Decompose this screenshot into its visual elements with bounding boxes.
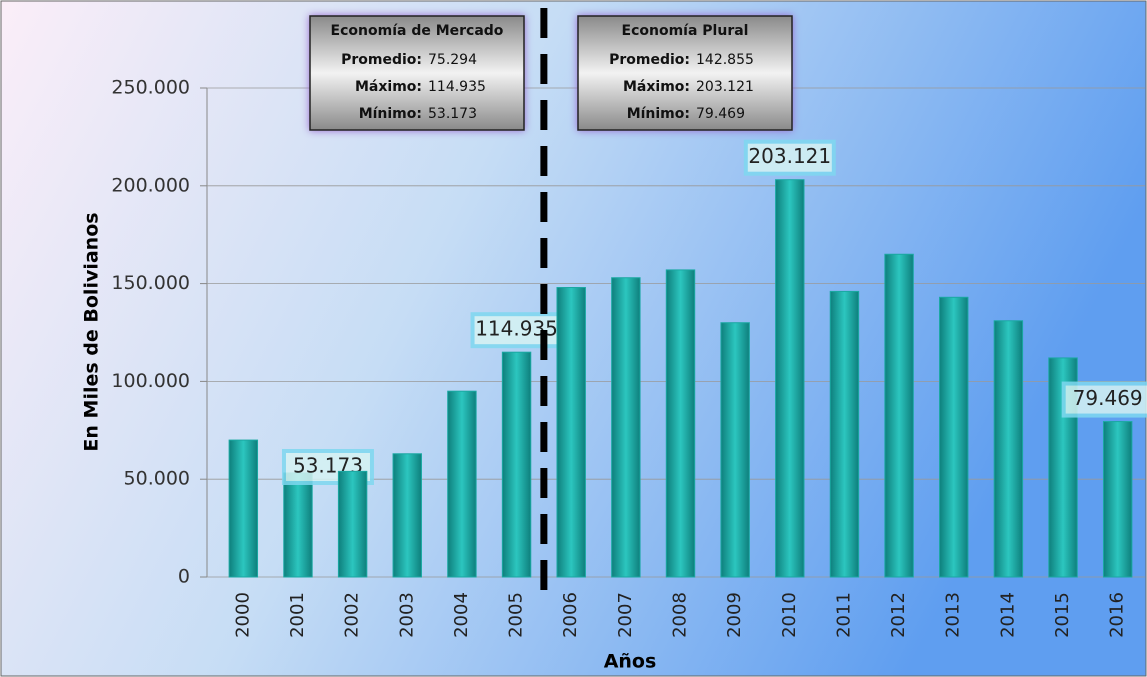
annotation-box bbox=[309, 15, 525, 131]
annotation-label: Mínimo: bbox=[627, 106, 690, 122]
bar bbox=[993, 320, 1024, 578]
bar bbox=[775, 179, 805, 578]
x-tick-label: 2000 bbox=[232, 592, 253, 638]
x-tick-label: 2015 bbox=[1052, 592, 1073, 638]
x-tick-label: 2002 bbox=[342, 592, 363, 638]
x-tick-label: 2008 bbox=[670, 592, 691, 638]
x-axis-title: Años bbox=[604, 651, 657, 673]
bar bbox=[501, 351, 532, 578]
annotation-value: 142.855 bbox=[696, 52, 754, 68]
annotation-value: 203.121 bbox=[696, 79, 754, 95]
annotation-title: Economía Plural bbox=[622, 23, 749, 39]
y-tick-label: 250.000 bbox=[111, 77, 190, 99]
bar bbox=[611, 277, 641, 578]
x-tick-label: 2005 bbox=[506, 592, 527, 638]
bar bbox=[283, 472, 313, 578]
bar bbox=[720, 322, 750, 578]
x-tick-label: 2006 bbox=[560, 592, 581, 638]
annotation-label: Mínimo: bbox=[359, 106, 422, 122]
bar bbox=[829, 290, 860, 578]
bar bbox=[447, 390, 477, 578]
x-tick-label: 2011 bbox=[833, 592, 854, 638]
y-tick-label: 0 bbox=[178, 566, 190, 588]
x-tick-label: 2009 bbox=[724, 592, 745, 638]
bar bbox=[1102, 421, 1133, 578]
annotation-value: 79.469 bbox=[696, 106, 745, 122]
bar bbox=[884, 253, 914, 578]
annotation-label: Promedio: bbox=[341, 52, 422, 68]
x-tick-label: 2001 bbox=[287, 592, 308, 638]
annotation-label: Promedio: bbox=[609, 52, 690, 68]
x-tick-label: 2016 bbox=[1107, 592, 1128, 638]
annotation-box bbox=[577, 15, 793, 131]
annotation-value: 53.173 bbox=[428, 106, 477, 122]
bar bbox=[228, 439, 259, 578]
x-tick-label: 2013 bbox=[943, 592, 964, 638]
x-tick-label: 2003 bbox=[396, 592, 417, 638]
bar bbox=[665, 269, 696, 578]
data-label-box bbox=[743, 139, 836, 176]
annotation-label: Máximo: bbox=[623, 79, 690, 95]
annotation-label: Máximo: bbox=[355, 79, 422, 95]
y-tick-label: 50.000 bbox=[124, 468, 190, 490]
bar bbox=[392, 453, 422, 578]
data-label: 203.121 bbox=[748, 144, 831, 168]
x-tick-label: 2010 bbox=[779, 592, 800, 638]
y-tick-label: 100.000 bbox=[111, 370, 190, 392]
x-tick-label: 2007 bbox=[615, 592, 636, 638]
y-tick-label: 200.000 bbox=[111, 174, 190, 196]
x-tick-label: 2004 bbox=[451, 592, 472, 638]
annotation-title: Economía de Mercado bbox=[331, 23, 504, 39]
x-tick-label: 2014 bbox=[997, 592, 1018, 638]
data-label: 79.469 bbox=[1073, 386, 1143, 410]
bar bbox=[337, 470, 368, 578]
y-axis-title: En Miles de Bolivianos bbox=[81, 212, 103, 451]
bar bbox=[939, 296, 969, 578]
y-tick-label: 150.000 bbox=[111, 272, 190, 294]
data-label-box bbox=[1061, 381, 1147, 418]
bar bbox=[556, 287, 586, 578]
annotation-value: 114.935 bbox=[428, 79, 486, 95]
x-tick-label: 2012 bbox=[888, 592, 909, 638]
annotation-value: 75.294 bbox=[428, 52, 477, 68]
